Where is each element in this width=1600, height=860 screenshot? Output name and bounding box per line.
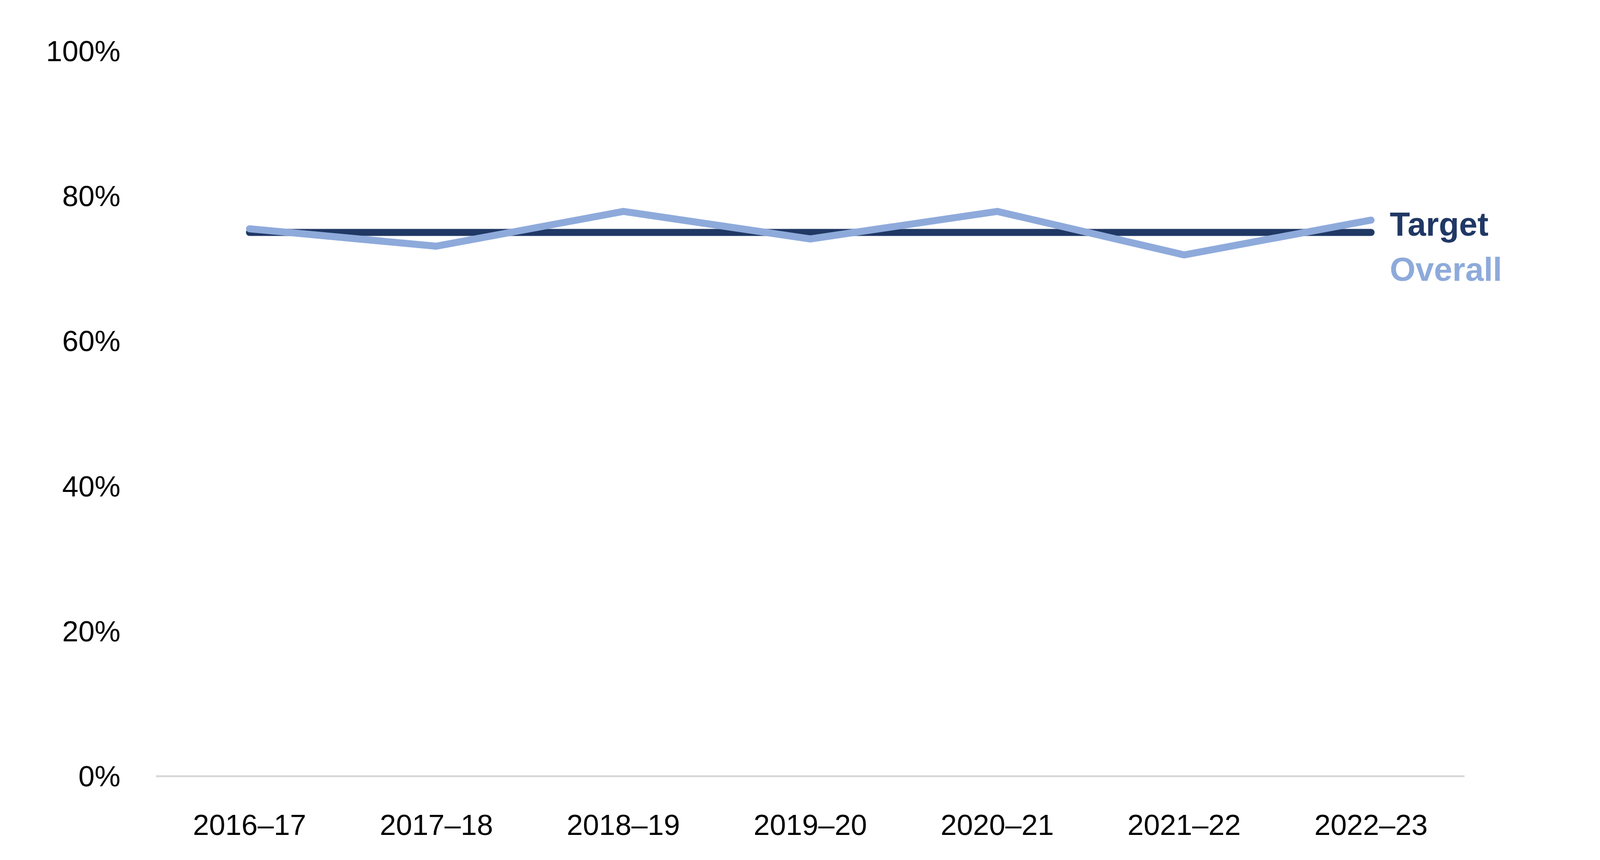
- legend-label: Target: [1389, 205, 1489, 243]
- y-tick-label: 20%: [62, 615, 121, 648]
- chart: 0% 20% 40% 60% 80% 100% 2016–17 2017–18 2018–19 2…: [0, 0, 1600, 860]
- series-line: [249, 229, 1371, 237]
- x-tick-label: 2021–22: [1127, 808, 1241, 842]
- x-tick-label: 2018–19: [566, 808, 681, 842]
- y-tick-label: 80%: [62, 179, 121, 213]
- x-tick-label: 2019–20: [753, 808, 867, 842]
- x-tick-label: 2017–18: [379, 808, 494, 842]
- y-tick-label: 60%: [62, 324, 121, 358]
- series-line: [249, 211, 1371, 256]
- x-axis-line: [156, 775, 1465, 778]
- x-tick-label: 2020–21: [940, 808, 1055, 842]
- y-tick-label: 0%: [78, 760, 121, 793]
- legend-label: Overall: [1389, 250, 1503, 288]
- y-tick-label: 40%: [62, 470, 121, 503]
- x-tick-label: 2022–23: [1314, 808, 1428, 842]
- plot-area: [249, 211, 1371, 256]
- x-tick-label: 2016–17: [192, 808, 307, 842]
- y-tick-label: 100%: [46, 34, 121, 68]
